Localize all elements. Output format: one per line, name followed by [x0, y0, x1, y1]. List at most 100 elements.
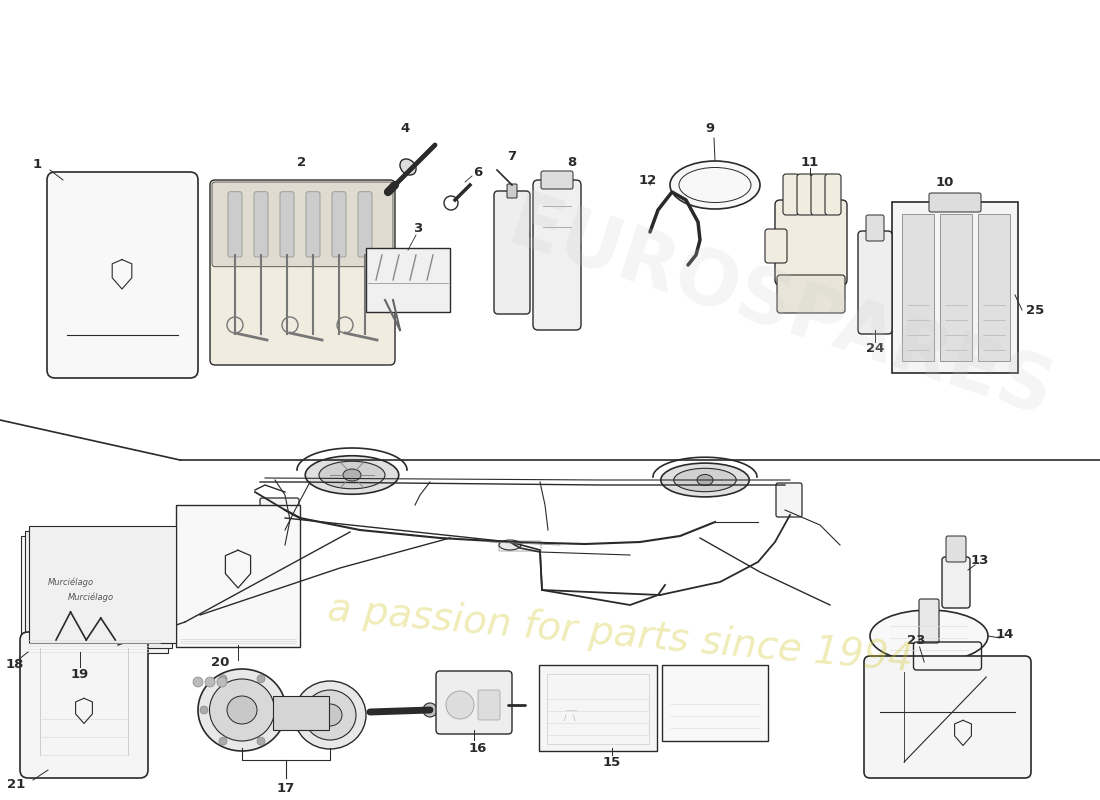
FancyBboxPatch shape — [228, 192, 242, 257]
FancyBboxPatch shape — [776, 483, 802, 517]
Text: 23: 23 — [908, 634, 926, 646]
Ellipse shape — [227, 696, 257, 724]
Text: 14: 14 — [996, 629, 1014, 642]
FancyBboxPatch shape — [662, 665, 768, 741]
Text: 8: 8 — [568, 157, 576, 170]
FancyBboxPatch shape — [534, 180, 581, 330]
FancyBboxPatch shape — [478, 690, 500, 720]
Text: 16: 16 — [469, 742, 487, 754]
Text: 21: 21 — [7, 778, 25, 791]
FancyBboxPatch shape — [273, 696, 329, 730]
Circle shape — [424, 703, 437, 717]
Text: 17: 17 — [277, 782, 295, 794]
Ellipse shape — [400, 159, 416, 175]
Text: 1: 1 — [32, 158, 42, 171]
Text: 15: 15 — [603, 755, 622, 769]
Text: 13: 13 — [971, 554, 989, 566]
FancyBboxPatch shape — [866, 215, 884, 241]
Circle shape — [192, 677, 204, 687]
Text: 2: 2 — [297, 157, 307, 170]
FancyBboxPatch shape — [918, 599, 939, 643]
Circle shape — [219, 675, 227, 683]
Circle shape — [446, 691, 474, 719]
FancyBboxPatch shape — [332, 192, 346, 257]
Ellipse shape — [306, 456, 398, 494]
Circle shape — [257, 675, 265, 683]
FancyBboxPatch shape — [541, 171, 573, 189]
FancyBboxPatch shape — [436, 671, 512, 734]
Text: Murciélago: Murciélago — [48, 578, 95, 587]
Text: /   \: / \ — [556, 715, 575, 721]
Text: 20: 20 — [211, 655, 229, 669]
Circle shape — [217, 677, 227, 687]
Ellipse shape — [304, 690, 356, 740]
Ellipse shape — [198, 669, 286, 751]
FancyBboxPatch shape — [21, 536, 168, 653]
Circle shape — [276, 706, 284, 714]
Text: 19: 19 — [70, 669, 89, 682]
FancyBboxPatch shape — [260, 498, 299, 524]
Text: 24: 24 — [866, 342, 884, 354]
FancyBboxPatch shape — [978, 214, 1010, 361]
Circle shape — [200, 706, 208, 714]
Text: ___: ___ — [556, 704, 576, 710]
Ellipse shape — [318, 704, 342, 726]
FancyBboxPatch shape — [776, 200, 847, 285]
Text: 18: 18 — [6, 658, 24, 671]
Text: 6: 6 — [473, 166, 483, 178]
FancyBboxPatch shape — [902, 214, 934, 361]
Ellipse shape — [674, 468, 736, 492]
FancyBboxPatch shape — [358, 192, 372, 257]
FancyBboxPatch shape — [366, 248, 450, 312]
Text: 7: 7 — [507, 150, 517, 163]
FancyBboxPatch shape — [811, 174, 828, 215]
Text: 10: 10 — [936, 177, 954, 190]
FancyBboxPatch shape — [212, 182, 393, 266]
Ellipse shape — [697, 474, 713, 486]
FancyBboxPatch shape — [946, 536, 966, 562]
Text: 11: 11 — [801, 155, 820, 169]
Ellipse shape — [670, 161, 760, 209]
FancyBboxPatch shape — [764, 229, 786, 263]
FancyBboxPatch shape — [306, 192, 320, 257]
Ellipse shape — [343, 469, 361, 481]
FancyBboxPatch shape — [940, 214, 972, 361]
Ellipse shape — [499, 540, 521, 550]
Text: Murciélago: Murciélago — [68, 593, 114, 602]
Text: 12: 12 — [639, 174, 657, 186]
FancyBboxPatch shape — [942, 557, 970, 608]
Text: a passion for parts since 1994: a passion for parts since 1994 — [326, 590, 914, 679]
Text: 9: 9 — [705, 122, 715, 134]
Ellipse shape — [209, 679, 275, 741]
Text: 4: 4 — [400, 122, 409, 134]
FancyBboxPatch shape — [798, 174, 814, 215]
Circle shape — [205, 677, 214, 687]
FancyBboxPatch shape — [930, 193, 981, 212]
FancyBboxPatch shape — [864, 656, 1031, 778]
FancyBboxPatch shape — [858, 231, 892, 334]
FancyBboxPatch shape — [825, 174, 842, 215]
Ellipse shape — [294, 681, 366, 749]
FancyBboxPatch shape — [29, 526, 176, 643]
FancyBboxPatch shape — [280, 192, 294, 257]
FancyBboxPatch shape — [47, 172, 198, 378]
FancyBboxPatch shape — [210, 180, 395, 365]
FancyBboxPatch shape — [25, 531, 172, 648]
FancyBboxPatch shape — [176, 505, 300, 647]
Text: EUROSPARES: EUROSPARES — [499, 187, 1062, 433]
Circle shape — [257, 737, 265, 745]
Circle shape — [219, 737, 227, 745]
Text: 25: 25 — [1026, 303, 1044, 317]
FancyBboxPatch shape — [783, 174, 799, 215]
Ellipse shape — [661, 463, 749, 497]
FancyBboxPatch shape — [892, 202, 1018, 373]
FancyBboxPatch shape — [539, 665, 657, 751]
Text: 3: 3 — [414, 222, 422, 234]
Ellipse shape — [319, 462, 385, 489]
FancyBboxPatch shape — [494, 191, 530, 314]
FancyBboxPatch shape — [777, 275, 845, 313]
FancyBboxPatch shape — [254, 192, 268, 257]
FancyBboxPatch shape — [507, 184, 517, 198]
Ellipse shape — [870, 610, 988, 662]
FancyBboxPatch shape — [20, 632, 148, 778]
